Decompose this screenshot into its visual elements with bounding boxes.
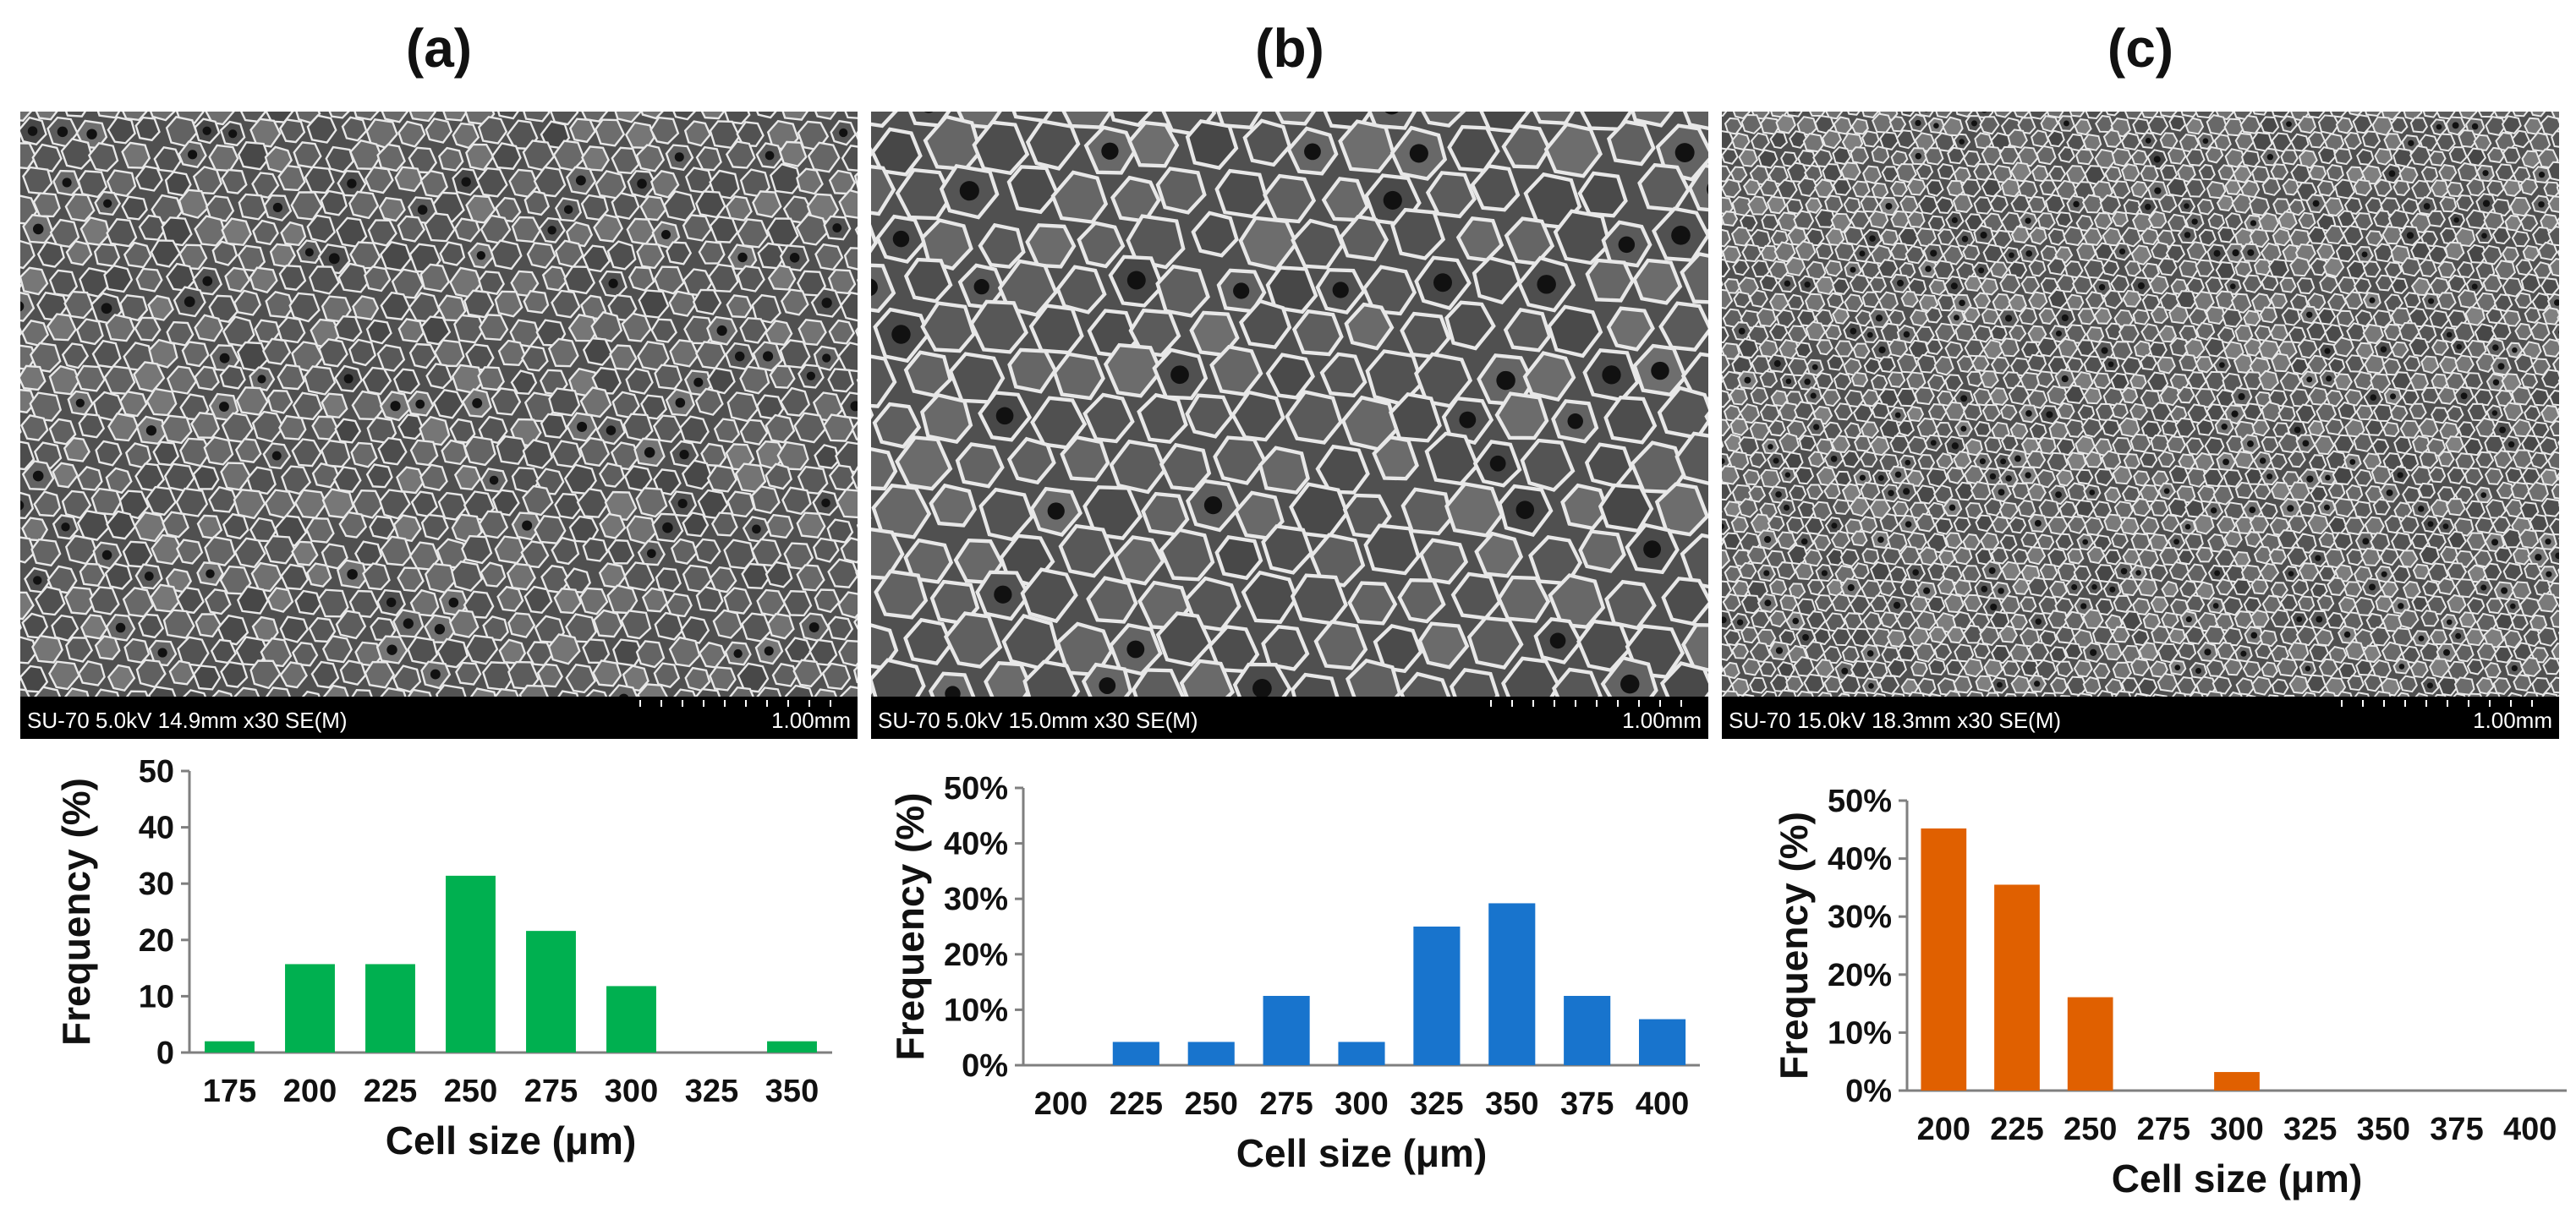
- bar: [446, 875, 496, 1053]
- x-tick-label: 375: [1560, 1086, 1614, 1122]
- x-tick-label: 225: [1990, 1112, 2043, 1147]
- y-tick-label: 30%: [944, 882, 1008, 917]
- y-tick-label: 40%: [1828, 842, 1892, 878]
- sem-image: SU-70 5.0kV 14.9mm x30 SE(M) 1.00mm: [20, 112, 858, 739]
- x-tick-label: 275: [2137, 1112, 2190, 1147]
- histogram-c: 0% 10% 20% 30% 40% 50% 200 225 250 275 300 325 350 37…: [1772, 784, 2567, 1200]
- histogram-b: 0% 10% 20% 30% 40% 50% 200 225 250 275 300 325 350 37…: [888, 771, 1700, 1175]
- x-tick-label: 400: [2503, 1112, 2557, 1147]
- x-tick-label: 325: [2283, 1112, 2337, 1147]
- bar: [1639, 1019, 1686, 1065]
- x-tick-label: 250: [2064, 1112, 2117, 1147]
- x-tick-label: 275: [524, 1074, 578, 1109]
- bar: [1263, 996, 1310, 1065]
- x-tick-label: 250: [1185, 1086, 1238, 1122]
- panel-label: (c): [2107, 18, 2174, 79]
- sem-scale-text: 1.00mm: [2473, 708, 2552, 733]
- bar: [1112, 1042, 1159, 1065]
- histogram-a: 0 10 20 30 40 50 175 200 225 250 275 300 325 350 Cell …: [54, 754, 832, 1162]
- bar: [365, 964, 415, 1053]
- sem-image: SU-70 5.0kV 15.0mm x30 SE(M) 1.00mm: [871, 112, 1708, 739]
- sem-image: SU-70 15.0kV 18.3mm x30 SE(M) 1.00mm: [1722, 112, 2559, 739]
- x-tick-label: 325: [1410, 1086, 1463, 1122]
- y-tick-label: 40%: [944, 827, 1008, 862]
- y-axis-label: Frequency (%): [54, 778, 98, 1046]
- x-axis-label: Cell size (μm): [386, 1118, 637, 1162]
- x-tick-label: 300: [2210, 1112, 2263, 1147]
- x-tick-label: 225: [364, 1074, 417, 1109]
- y-tick-label: 40: [139, 811, 174, 846]
- sem-info-text: SU-70 15.0kV 18.3mm x30 SE(M): [1729, 708, 2062, 733]
- y-tick-label: 20%: [944, 938, 1008, 973]
- y-tick-label: 0%: [962, 1048, 1008, 1084]
- panel-label: (b): [1255, 18, 1324, 79]
- bar: [285, 964, 335, 1053]
- scale-ticks: [1490, 700, 1702, 707]
- bar: [1921, 828, 1967, 1091]
- bar: [2067, 997, 2113, 1091]
- bar: [1488, 903, 1536, 1065]
- bar: [526, 931, 576, 1053]
- sem-info-text: SU-70 5.0kV 14.9mm x30 SE(M): [27, 708, 348, 733]
- x-tick-label: 200: [1917, 1112, 1970, 1147]
- x-tick-label: 225: [1110, 1086, 1163, 1122]
- y-tick-label: 0%: [1845, 1074, 1892, 1109]
- y-tick-label: 50%: [1828, 784, 1892, 819]
- bar: [767, 1041, 817, 1053]
- y-tick-label: 30: [139, 867, 174, 902]
- x-axis-label: Cell size (μm): [2112, 1157, 2363, 1200]
- x-tick-label: 350: [765, 1074, 819, 1109]
- x-tick-label: 300: [1335, 1086, 1388, 1122]
- bar: [1564, 996, 1611, 1065]
- sem-texture: [1722, 112, 2559, 697]
- sem-texture: [20, 112, 858, 697]
- x-tick-label: 400: [1636, 1086, 1689, 1122]
- panel-label: (a): [405, 18, 473, 79]
- y-tick-label: 20: [139, 923, 174, 959]
- bar: [1994, 884, 2040, 1091]
- bar: [1413, 927, 1461, 1065]
- x-tick-label: 375: [2430, 1112, 2483, 1147]
- bar: [606, 986, 656, 1053]
- y-tick-label: 10: [139, 979, 174, 1014]
- sem-scale-text: 1.00mm: [771, 708, 851, 733]
- x-tick-label: 350: [1485, 1086, 1538, 1122]
- bar: [1187, 1042, 1235, 1065]
- y-tick-label: 50: [139, 754, 174, 790]
- y-tick-label: 20%: [1828, 958, 1892, 993]
- sem-info-text: SU-70 5.0kV 15.0mm x30 SE(M): [878, 708, 1198, 733]
- y-tick-label: 50%: [944, 771, 1008, 807]
- x-tick-label: 175: [203, 1074, 256, 1109]
- y-tick-label: 10%: [944, 993, 1008, 1028]
- x-tick-label: 300: [605, 1074, 658, 1109]
- x-tick-label: 250: [444, 1074, 497, 1109]
- sem-scale-text: 1.00mm: [1622, 708, 1702, 733]
- x-tick-label: 200: [1034, 1086, 1088, 1122]
- y-tick-label: 0: [156, 1036, 174, 1071]
- bar: [2214, 1072, 2260, 1091]
- x-tick-label: 350: [2357, 1112, 2410, 1147]
- x-axis-label: Cell size (μm): [1236, 1131, 1488, 1175]
- y-tick-label: 10%: [1828, 1015, 1892, 1051]
- x-tick-label: 275: [1259, 1086, 1313, 1122]
- scale-ticks: [639, 700, 851, 707]
- y-axis-label: Frequency (%): [888, 793, 932, 1061]
- y-tick-label: 30%: [1828, 900, 1892, 935]
- scale-ticks: [2341, 700, 2552, 707]
- y-axis-label: Frequency (%): [1772, 812, 1816, 1080]
- x-tick-label: 325: [685, 1074, 738, 1109]
- bar: [1338, 1042, 1385, 1065]
- sem-texture: [871, 112, 1708, 697]
- x-tick-label: 200: [283, 1074, 337, 1109]
- bar: [205, 1041, 255, 1053]
